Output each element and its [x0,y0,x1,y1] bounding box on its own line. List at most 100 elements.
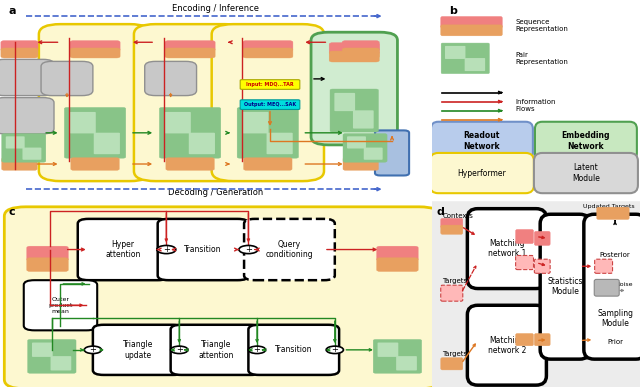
FancyBboxPatch shape [375,130,409,175]
FancyBboxPatch shape [27,258,68,271]
FancyBboxPatch shape [78,219,168,280]
FancyBboxPatch shape [441,43,490,74]
FancyBboxPatch shape [441,285,463,301]
FancyBboxPatch shape [534,231,550,245]
Text: Transition: Transition [184,245,222,254]
Text: d: d [436,207,444,217]
Text: Sequence
Representation: Sequence Representation [515,19,568,32]
FancyBboxPatch shape [347,136,366,149]
Text: a: a [9,6,16,16]
FancyBboxPatch shape [441,25,502,36]
Text: Matching
network 2: Matching network 2 [488,336,526,355]
FancyBboxPatch shape [93,325,184,375]
FancyBboxPatch shape [535,122,637,160]
FancyBboxPatch shape [70,41,120,51]
FancyBboxPatch shape [445,46,465,59]
FancyBboxPatch shape [342,41,380,51]
Text: +: + [253,345,260,354]
FancyBboxPatch shape [329,51,380,62]
FancyBboxPatch shape [311,32,397,145]
FancyBboxPatch shape [534,153,638,193]
FancyBboxPatch shape [248,325,339,375]
FancyBboxPatch shape [329,43,380,54]
FancyBboxPatch shape [2,134,46,162]
FancyBboxPatch shape [343,158,378,170]
FancyBboxPatch shape [22,147,42,160]
FancyBboxPatch shape [467,209,547,289]
FancyBboxPatch shape [373,339,422,373]
FancyBboxPatch shape [159,108,221,158]
Text: +: + [176,345,182,354]
FancyBboxPatch shape [24,280,97,330]
Text: b: b [449,6,456,16]
Text: Embedding
Network: Embedding Network [562,131,610,151]
Text: Prior: Prior [607,339,623,346]
FancyBboxPatch shape [51,356,71,370]
FancyBboxPatch shape [4,207,440,387]
FancyBboxPatch shape [0,98,54,134]
FancyBboxPatch shape [71,158,119,170]
Circle shape [157,245,176,253]
Text: Readout
Network: Readout Network [463,131,500,151]
FancyBboxPatch shape [467,305,547,385]
Text: Information
Flows: Information Flows [515,99,556,112]
Text: Posterior: Posterior [600,252,630,258]
FancyBboxPatch shape [243,48,293,58]
FancyBboxPatch shape [145,62,196,96]
Text: Decoding / Generation: Decoding / Generation [168,188,264,197]
FancyBboxPatch shape [2,158,37,170]
FancyBboxPatch shape [378,342,398,357]
FancyBboxPatch shape [243,41,293,51]
Text: Statistics
Module: Statistics Module [547,277,583,296]
FancyBboxPatch shape [377,246,418,261]
Text: Hyperformer: Hyperformer [458,169,506,178]
Circle shape [326,346,344,354]
FancyBboxPatch shape [189,133,215,154]
FancyBboxPatch shape [334,93,355,111]
FancyBboxPatch shape [212,24,324,181]
Text: +: + [332,345,338,354]
FancyBboxPatch shape [41,62,93,96]
Circle shape [248,346,266,354]
Circle shape [171,346,188,354]
Text: Triangle
update: Triangle update [123,340,154,360]
Text: +: + [245,245,252,254]
FancyBboxPatch shape [70,48,120,58]
Text: Latent
Module: Latent Module [572,163,600,183]
Text: Query
conditioning: Query conditioning [266,240,313,259]
FancyBboxPatch shape [430,153,534,193]
FancyBboxPatch shape [157,219,248,280]
FancyBboxPatch shape [171,325,261,375]
FancyBboxPatch shape [342,48,380,58]
FancyBboxPatch shape [534,334,550,346]
FancyBboxPatch shape [237,108,298,158]
FancyBboxPatch shape [396,356,417,370]
FancyBboxPatch shape [244,219,335,280]
Text: c: c [9,207,15,217]
Text: Pair
Representation: Pair Representation [515,52,568,65]
FancyBboxPatch shape [39,24,151,181]
FancyBboxPatch shape [1,48,38,58]
FancyBboxPatch shape [465,58,485,71]
FancyBboxPatch shape [240,100,300,110]
FancyBboxPatch shape [343,134,387,162]
FancyBboxPatch shape [243,112,269,134]
FancyBboxPatch shape [32,342,52,357]
FancyBboxPatch shape [244,158,292,170]
FancyBboxPatch shape [240,80,300,89]
FancyBboxPatch shape [540,214,590,359]
Text: Hyper
attention: Hyper attention [106,240,141,259]
FancyBboxPatch shape [353,110,374,128]
Text: Contexts: Contexts [442,213,473,219]
Text: Updated Targets: Updated Targets [583,204,635,209]
Text: Targets: Targets [442,351,468,356]
FancyBboxPatch shape [6,136,25,149]
Circle shape [84,346,102,354]
FancyBboxPatch shape [584,214,640,359]
FancyBboxPatch shape [441,17,502,28]
Text: Output: MEQ...SAK: Output: MEQ...SAK [244,102,296,107]
FancyBboxPatch shape [164,112,191,134]
Text: Matching
network 1: Matching network 1 [488,239,526,258]
Text: Sampling
Module: Sampling Module [597,308,633,328]
FancyBboxPatch shape [70,112,96,134]
